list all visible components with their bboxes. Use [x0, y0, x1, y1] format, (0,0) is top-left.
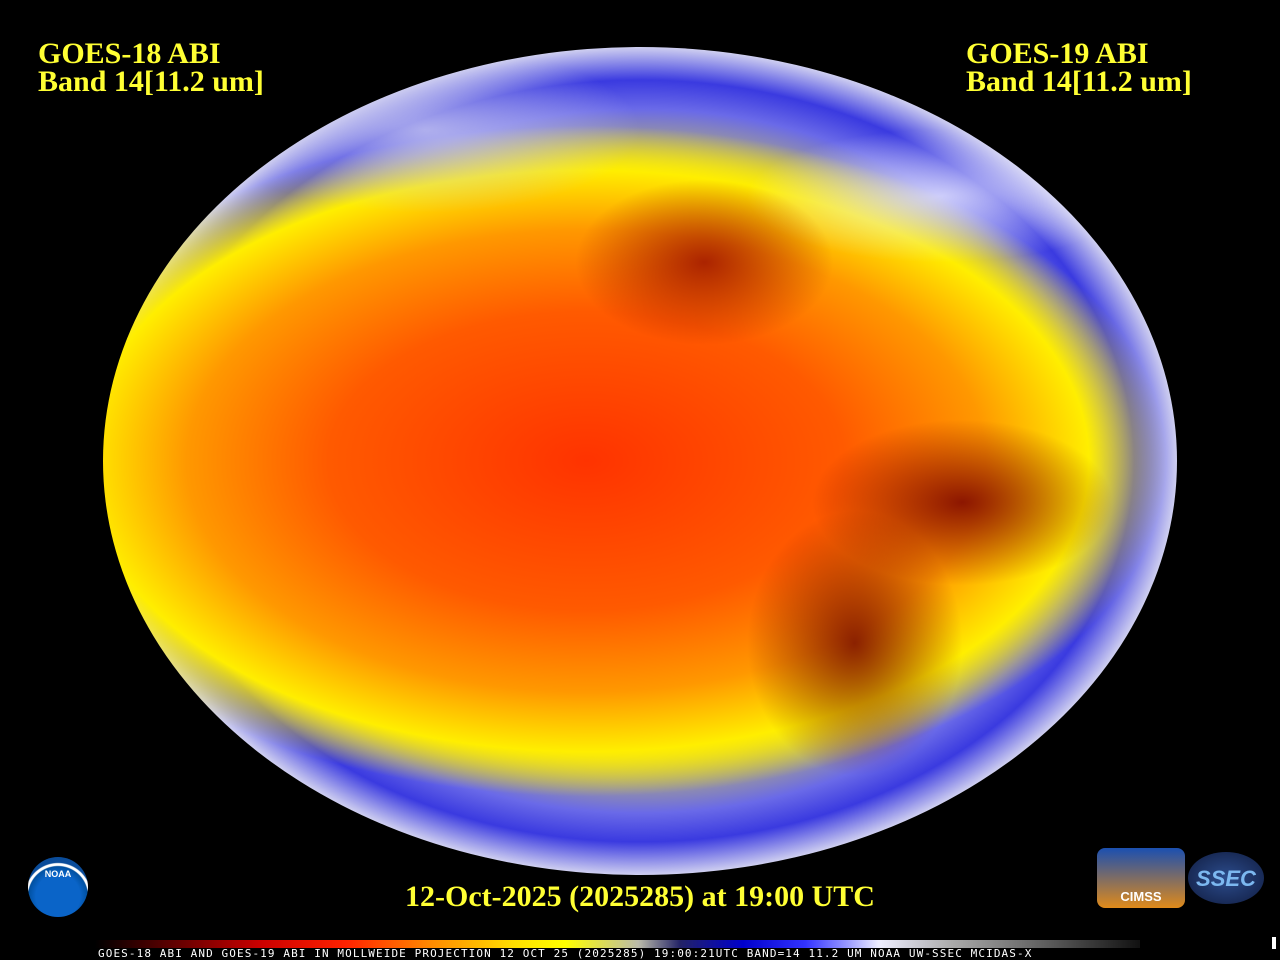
footer-caption: GOES-18 ABI AND GOES-19 ABI IN MOLLWEIDE…: [98, 947, 1033, 960]
ssec-logo: SSEC: [1188, 852, 1264, 904]
satellite-globe-image: [103, 47, 1177, 875]
noaa-logo-text: NOAA: [44, 869, 72, 879]
right-satellite-label: GOES-19 ABI Band 14[11.2 um]: [966, 37, 1192, 98]
corner-marker: [1272, 937, 1276, 949]
left-label-line2: Band 14[11.2 um]: [38, 65, 264, 98]
left-satellite-label: GOES-18 ABI Band 14[11.2 um]: [38, 37, 264, 98]
cimss-logo: CIMSS: [1097, 848, 1185, 908]
noaa-logo: NOAA: [28, 857, 88, 917]
right-label-line1: GOES-19 ABI: [966, 37, 1149, 70]
timestamp-title: 12-Oct-2025 (2025285) at 19:00 UTC: [405, 880, 875, 913]
ssec-logo-text: SSEC: [1196, 866, 1256, 891]
left-label-line1: GOES-18 ABI: [38, 37, 221, 70]
right-label-line2: Band 14[11.2 um]: [966, 65, 1192, 98]
cimss-logo-text: CIMSS: [1120, 889, 1162, 904]
color-scale-bar: [95, 940, 1140, 948]
